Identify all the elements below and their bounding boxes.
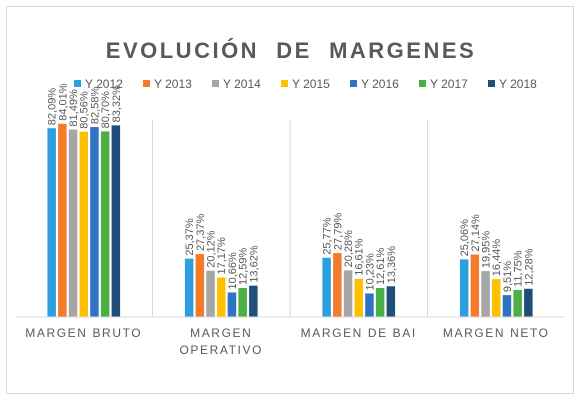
data-label-1-1: 27,37% — [195, 214, 207, 252]
category-dividers — [152, 120, 428, 317]
category-label-2: MARGEN DE BAI — [301, 326, 417, 340]
data-label-2-3: 16,61% — [354, 238, 366, 276]
legend-swatch-3 — [281, 80, 288, 87]
bar-0-1 — [58, 123, 67, 317]
bar-3-3 — [492, 279, 501, 317]
bar-2-1 — [333, 253, 342, 317]
data-label-2-5: 12,61% — [375, 247, 387, 285]
legend-label-1: Y 2013 — [154, 77, 192, 91]
data-label-2-6: 13,36% — [386, 246, 398, 284]
legend-swatch-1 — [143, 80, 150, 87]
data-label-1-3: 17,17% — [216, 237, 228, 275]
bar-0-0 — [47, 128, 56, 317]
legend-label-6: Y 2018 — [499, 77, 537, 91]
category-label-0: MARGEN BRUTO — [25, 326, 142, 340]
bar-2-0 — [322, 257, 331, 317]
bar-1-5 — [238, 288, 247, 317]
bar-3-5 — [513, 289, 522, 317]
legend-swatch-2 — [212, 80, 219, 87]
bar-3-1 — [470, 254, 480, 317]
data-label-2-4: 10,23% — [364, 253, 376, 291]
data-label-0-4: 82,58% — [89, 87, 101, 125]
bars — [47, 123, 533, 317]
category-labels: MARGEN BRUTO MARGEN OPERATIVO MARGEN DE BAI… — [25, 326, 550, 357]
data-label-0-5: 80,70% — [100, 91, 112, 129]
bar-3-4 — [502, 295, 512, 317]
data-label-2-2: 20,28% — [343, 230, 355, 268]
data-label-3-6: 12,28% — [523, 248, 535, 286]
legend-label-5: Y 2017 — [430, 77, 468, 91]
bar-3-2 — [481, 271, 490, 317]
bar-2-3 — [354, 278, 363, 317]
legend-label-4: Y 2016 — [361, 77, 399, 91]
bar-0-2 — [68, 129, 78, 317]
data-label-3-0: 25,06% — [459, 219, 471, 257]
data-label-1-4: 10,66% — [227, 252, 239, 290]
bar-0-4 — [90, 127, 99, 317]
category-label-1-0: MARGEN — [190, 326, 252, 340]
data-label-2-1: 27,79% — [332, 213, 344, 251]
bar-0-6 — [111, 125, 121, 317]
bar-1-2 — [206, 270, 215, 317]
legend-swatch-4 — [350, 80, 357, 87]
data-label-3-4: 9,51% — [502, 261, 514, 292]
legend-label-3: Y 2015 — [292, 77, 330, 91]
data-label-3-3: 16,44% — [491, 239, 503, 277]
bar-3-0 — [459, 259, 469, 317]
bar-2-4 — [365, 293, 374, 317]
data-label-0-2: 81,49% — [68, 89, 80, 127]
bar-2-6 — [386, 286, 396, 317]
legend-swatch-0 — [74, 80, 81, 87]
data-label-0-3: 80,56% — [79, 91, 91, 129]
data-labels: 82,09%84,01%81,49%80,56%82,58%80,70%83,3… — [47, 83, 536, 292]
data-label-3-2: 19,95% — [481, 231, 493, 269]
legend-swatch-5 — [419, 80, 426, 87]
bar-2-2 — [343, 270, 353, 317]
data-label-3-5: 11,75% — [513, 250, 525, 287]
bar-3-6 — [524, 288, 533, 317]
bar-1-1 — [195, 254, 205, 317]
data-label-3-1: 27,14% — [470, 214, 482, 252]
data-label-0-0: 82,09% — [47, 88, 59, 126]
category-label-3: MARGEN NETO — [443, 326, 550, 340]
data-label-1-2: 20,12% — [206, 230, 218, 268]
chart-title: EVOLUCIÓN DE MARGENES — [106, 38, 476, 63]
data-label-0-6: 83,32% — [111, 85, 123, 123]
bar-1-4 — [227, 292, 237, 317]
data-label-1-5: 12,59% — [238, 248, 250, 286]
bar-1-6 — [249, 285, 258, 317]
chart-frame: EVOLUCIÓN DE MARGENES Y 2012 Y 2013 Y 2014… — [6, 6, 574, 394]
chart: EVOLUCIÓN DE MARGENES Y 2012 Y 2013 Y 2014… — [15, 38, 565, 357]
legend: Y 2012 Y 2013 Y 2014 Y 2015 Y 2016 Y 2017 Y 20… — [74, 77, 537, 91]
legend-label-0: Y 2012 — [85, 77, 123, 91]
data-label-2-0: 25,77% — [322, 217, 334, 255]
data-label-0-1: 84,01% — [57, 83, 69, 121]
bar-0-3 — [79, 131, 88, 317]
category-label-1-1: OPERATIVO — [179, 343, 263, 357]
bar-0-5 — [100, 131, 110, 317]
data-label-1-6: 13,62% — [248, 245, 260, 283]
bar-2-5 — [375, 287, 385, 317]
data-label-1-0: 25,37% — [184, 218, 196, 256]
legend-swatch-6 — [488, 80, 495, 87]
bar-1-0 — [184, 258, 194, 317]
bar-1-3 — [217, 277, 226, 317]
legend-label-2: Y 2014 — [223, 77, 261, 91]
